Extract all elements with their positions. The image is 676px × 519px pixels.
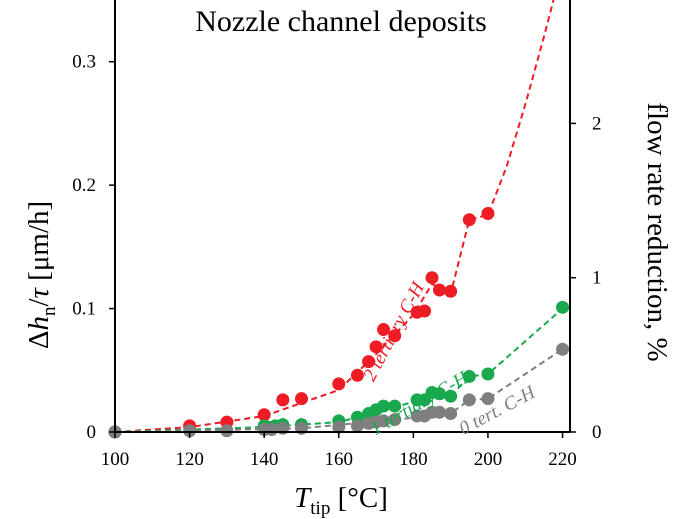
data-point-zero-tertiary [265,423,279,437]
y2-tick-label: 0 [592,422,602,443]
data-point-zero-tertiary [462,393,476,407]
x-tick-label: 180 [399,449,428,470]
axes [114,0,571,433]
data-point-zero-tertiary [332,420,346,434]
x-tick-label: 120 [175,449,204,470]
data-point-two-tertiary [462,213,476,227]
x-axis-title-unit: [°C] [330,482,388,514]
data-point-one-tertiary [462,369,476,383]
data-point-two-tertiary [481,207,495,221]
y-tick-label: 0.3 [72,52,96,73]
data-point-one-tertiary [481,367,495,381]
y-axis-title-tau: τ [23,286,55,298]
data-point-one-tertiary [432,387,446,401]
series-label-two-tertiary: 2 tertiary C-H [359,278,429,385]
y-tick-label: 0 [87,422,97,443]
data-point-zero-tertiary [481,392,495,406]
y2-axis-title: flow rate reduction, % [641,102,673,361]
y-axis-title: Δhn/τ [μm/h] [23,201,60,349]
series-curves [114,0,564,433]
x-tick-label: 140 [250,449,279,470]
data-point-one-tertiary [377,399,391,413]
data-point-two-tertiary [276,393,290,407]
chart-title: Nozzle channel deposits [195,5,487,38]
data-point-zero-tertiary [444,406,458,420]
x-tick-label: 200 [474,449,503,470]
data-point-two-tertiary [418,304,432,318]
data-point-two-tertiary [332,377,346,391]
x-tick-label: 100 [101,449,130,470]
y-tick-label: 0.2 [72,175,96,196]
data-point-two-tertiary [425,271,439,285]
y-axis-title-unit: [μm/h] [23,201,55,288]
data-point-two-tertiary [388,329,402,343]
data-point-two-tertiary [377,323,391,337]
data-point-one-tertiary [556,300,570,314]
data-point-zero-tertiary [388,413,402,427]
axis-ticks: 100 120 140 160 180 200 220 0 0.1 0.2 0.3 0 1 2 [72,52,601,470]
data-point-zero-tertiary [556,342,570,356]
x-axis-title-sub: tip [310,498,330,519]
data-point-two-tertiary [350,368,364,382]
y-axis-title-h: h [23,316,55,331]
y-tick-label: 0.1 [72,299,96,320]
x-axis-title: Ttip [°C] [294,482,388,519]
data-point-one-tertiary [388,399,402,413]
y-axis-title-sub: n [39,306,60,316]
data-point-zero-tertiary [220,424,234,438]
series-label-zero-tertiary: 0 tert. C-H [456,381,540,439]
y-axis-title-slash: / [23,298,55,307]
y-axis-title-delta: Δ [23,331,55,350]
x-tick-label: 220 [548,449,577,470]
y2-tick-label: 2 [592,113,602,134]
data-point-two-tertiary [362,355,376,369]
data-point-zero-tertiary [432,405,446,419]
data-point-zero-tertiary [350,419,364,433]
x-tick-label: 160 [325,449,354,470]
data-point-zero-tertiary [183,424,197,438]
data-point-two-tertiary [444,284,458,298]
data-point-two-tertiary [432,283,446,297]
data-point-zero-tertiary [377,414,391,428]
data-point-two-tertiary [294,392,308,406]
y2-tick-label: 1 [592,268,602,289]
x-axis-title-base: T [294,482,312,514]
data-point-two-tertiary [257,408,271,422]
data-point-one-tertiary [444,389,458,403]
data-point-two-tertiary [369,340,383,354]
